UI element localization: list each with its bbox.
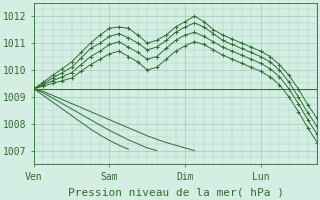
- X-axis label: Pression niveau de la mer( hPa ): Pression niveau de la mer( hPa ): [68, 187, 284, 197]
